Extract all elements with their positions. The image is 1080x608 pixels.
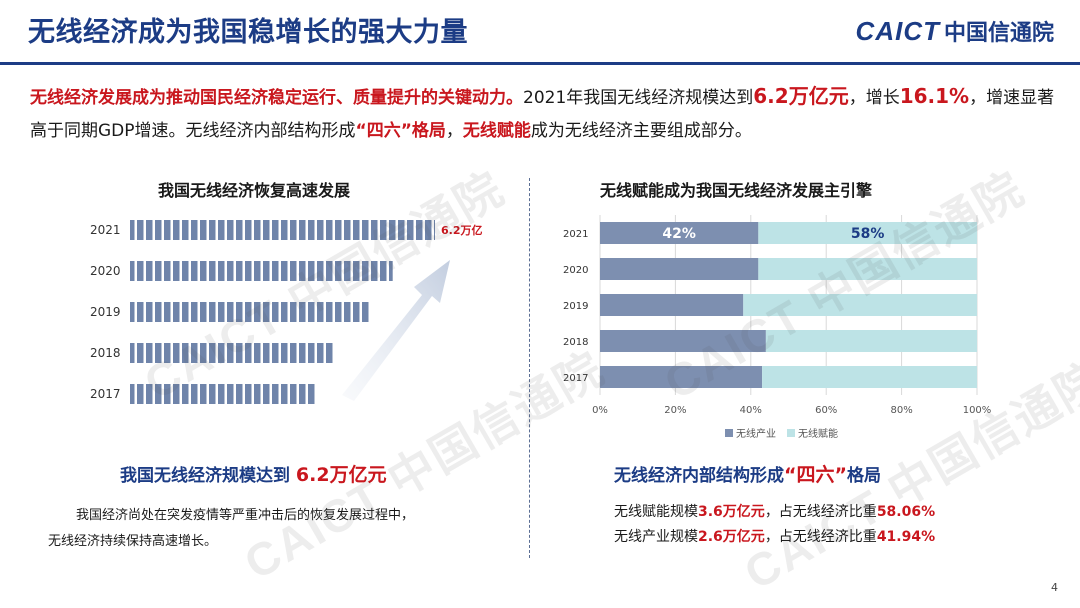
y-tick-label: 2020 — [563, 265, 588, 276]
y-tick-label: 2021 — [563, 229, 588, 240]
left-para-line-2: 无线经济持续保持高速增长。 — [48, 534, 218, 549]
data-label-2021-无线产业: 42% — [662, 226, 696, 242]
intro-structure-text: ，增速显著高于同期GDP增速。无线经济内部结构形成 — [30, 88, 1055, 141]
x-tick-label: 100% — [963, 405, 992, 416]
x-tick-label: 40% — [740, 405, 762, 416]
right-chart-title: 无线赋能成为我国无线经济发展主引擎 — [600, 181, 873, 200]
bar-2021-无线产业 — [600, 222, 759, 244]
page-title: 无线经济成为我国稳增长的强大力量 — [28, 17, 468, 48]
y-tick-label: 2018 — [90, 346, 121, 360]
left-bar-chart: 2021 6.2万亿 2020 2019 2018 2017 — [90, 220, 483, 404]
legend-swatch — [725, 429, 733, 437]
stat-industry-label: 无线产业规模 — [614, 529, 698, 545]
y-tick-label: 2017 — [90, 387, 121, 401]
intro-comma: ， — [445, 121, 463, 141]
bar-2018-无线赋能 — [765, 330, 977, 352]
x-tick-label: 80% — [890, 405, 912, 416]
y-tick-label: 2020 — [90, 264, 121, 278]
right-heading: 无线经济内部结构形成“四六”格局 — [614, 460, 881, 487]
x-tick-label: 20% — [664, 405, 686, 416]
y-tick-label: 2017 — [563, 373, 588, 384]
x-tick-label: 60% — [815, 405, 837, 416]
right-heading-tail: 格局 — [846, 466, 881, 486]
stat-industry-share: 41.94% — [876, 529, 936, 545]
right-heading-pattern: “四六” — [784, 464, 847, 486]
data-label-2021-无线赋能: 58% — [851, 226, 885, 242]
bar-2021-无线赋能 — [758, 222, 977, 244]
intro-pattern: “四六”格局 — [355, 121, 446, 141]
stat-enable-share: 58.06% — [876, 504, 936, 520]
left-paragraph: 我国经济尚处在突发疫情等严重冲击后的恢复发展过程中， 无线经济持续保持高速增长。 — [48, 503, 518, 555]
stat-industry: 无线产业规模2.6万亿元，占无线经济比重41.94% — [614, 526, 935, 546]
bar-2017 — [130, 384, 316, 404]
logo-cn: 中国信通院 — [943, 21, 1054, 46]
bar-2020 — [130, 261, 393, 281]
bar-2019-无线产业 — [600, 294, 744, 316]
intro-growth-text: ，增长 — [848, 88, 900, 108]
stat-enable: 无线赋能规模3.6万亿元，占无线经济比重58.06% — [614, 501, 935, 521]
stat-industry-share-label: ，占无线经济比重 — [764, 529, 877, 545]
bar-2019 — [130, 302, 371, 322]
left-chart-title: 我国无线经济恢复高速发展 — [158, 181, 351, 200]
stat-enable-label: 无线赋能规模 — [614, 504, 698, 520]
y-tick-label: 2018 — [563, 337, 588, 348]
right-stacked-chart: 0% 20% 40% 60% 80% 100% 2021 42% 58% 2020 2019 2018… — [563, 215, 992, 440]
bar-2018 — [130, 343, 334, 363]
legend-label: 无线赋能 — [798, 427, 838, 440]
header-rule — [0, 62, 1080, 65]
section-divider — [529, 178, 530, 558]
intro-enable: 无线赋能 — [462, 121, 531, 141]
y-tick-label: 2019 — [563, 301, 588, 312]
bar-2021 — [130, 220, 435, 240]
page-number: 4 — [1051, 581, 1058, 594]
intro-scale-value: 6.2万亿元 — [753, 84, 849, 108]
y-tick-label: 2019 — [90, 305, 121, 319]
right-heading-text: 无线经济内部结构形成 — [614, 466, 784, 486]
bar-2019-无线赋能 — [743, 294, 977, 316]
intro-scale-text: 2021年我国无线经济规模达到 — [523, 88, 754, 108]
trend-arrow — [342, 260, 450, 401]
logo-mark: CAICT — [855, 15, 940, 46]
intro-lead: 无线经济发展成为推动国民经济稳定运行、质量提升的关键动力。 — [30, 88, 523, 108]
bar-2017-无线赋能 — [762, 366, 977, 388]
left-heading-text: 我国无线经济规模达到 — [120, 466, 296, 486]
x-tick-label: 0% — [592, 405, 608, 416]
stat-enable-share-label: ，占无线经济比重 — [764, 504, 877, 520]
data-label-2021: 6.2万亿 — [441, 223, 483, 237]
left-heading-value: 6.2万亿元 — [295, 464, 387, 486]
bar-2018-无线产业 — [600, 330, 766, 352]
bar-2020-无线产业 — [600, 258, 759, 280]
stat-industry-scale: 2.6万亿元 — [698, 529, 765, 545]
header: 无线经济成为我国稳增长的强大力量 CAICT 中国信通院 — [0, 0, 1080, 62]
legend-swatch — [787, 429, 795, 437]
left-heading: 我国无线经济规模达到 6.2万亿元 — [120, 460, 387, 487]
intro-growth-value: 16.1% — [899, 84, 970, 108]
legend-label: 无线产业 — [736, 427, 776, 440]
left-para-line-1: 我国经济尚处在突发疫情等严重冲击后的恢复发展过程中， — [76, 508, 415, 523]
caict-logo: CAICT 中国信通院 — [855, 15, 1054, 47]
bar-2020-无线赋能 — [758, 258, 977, 280]
intro-tail: 成为无线经济主要组成部分。 — [530, 121, 752, 141]
stat-enable-scale: 3.6万亿元 — [698, 504, 765, 520]
y-tick-label: 2021 — [90, 223, 121, 237]
bar-2017-无线产业 — [600, 366, 763, 388]
intro-text: 无线经济发展成为推动国民经济稳定运行、质量提升的关键动力。2021年我国无线经济… — [30, 80, 1060, 148]
